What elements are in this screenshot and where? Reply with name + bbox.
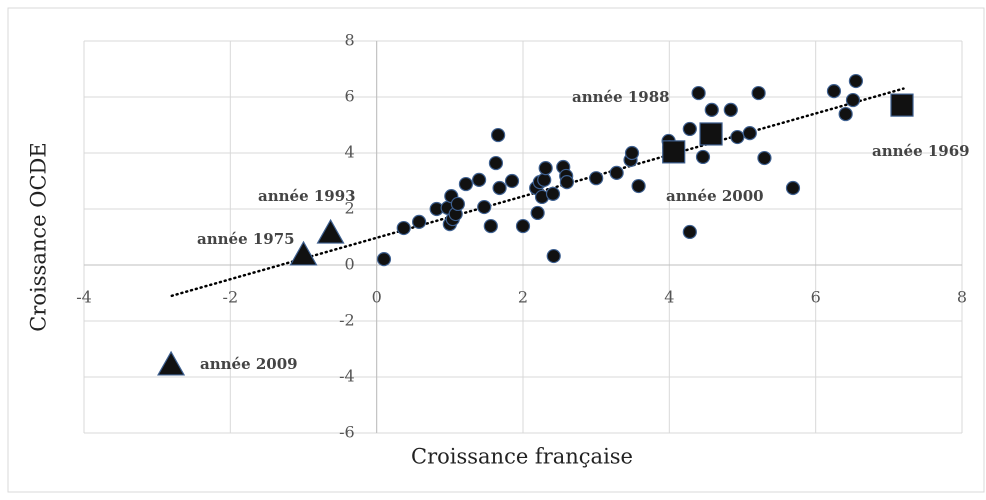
data-point (376, 252, 392, 267)
annotation: année 2000 (666, 187, 764, 205)
x-tick-label: 2 (518, 288, 528, 307)
data-point (412, 214, 427, 229)
y-tick-label: 4 (344, 143, 354, 162)
y-tick-label: -4 (339, 367, 355, 386)
data-point (546, 248, 561, 264)
chart-border (7, 7, 985, 493)
data-point (491, 127, 506, 143)
annotation: année 1993 (258, 187, 356, 205)
data-point (589, 171, 604, 186)
data-point (157, 350, 186, 376)
data-point (757, 150, 772, 166)
y-tick-label: 8 (344, 31, 354, 50)
data-point (826, 84, 842, 99)
x-tick-label: 8 (957, 288, 967, 307)
x-axis-title: Croissance française (411, 445, 633, 469)
y-tick-label: 2 (344, 199, 354, 218)
data-point (785, 180, 801, 196)
data-point (515, 218, 531, 234)
data-point (682, 121, 697, 137)
data-point (890, 93, 914, 117)
annotation: année 1988 (572, 88, 670, 106)
data-point (545, 186, 561, 201)
y-axis-title: Croissance OCDE (27, 142, 51, 331)
data-point (704, 102, 719, 117)
data-point (537, 172, 552, 187)
x-tick-label: 4 (664, 288, 674, 307)
y-tick-label: -6 (339, 423, 355, 442)
data-point (609, 165, 624, 180)
data-point (530, 205, 545, 221)
y-tick-label: 0 (344, 255, 354, 274)
x-tick-label: 6 (811, 288, 821, 307)
data-point (723, 102, 738, 117)
data-point (695, 149, 711, 165)
data-point (504, 173, 520, 189)
data-point (559, 175, 575, 190)
data-point (472, 172, 487, 187)
data-point (316, 218, 345, 244)
data-point (742, 126, 757, 141)
x-tick-label: -4 (76, 288, 92, 307)
x-tick-label: -2 (223, 288, 239, 307)
data-point (458, 176, 474, 192)
data-point (450, 196, 465, 212)
data-point (492, 180, 507, 196)
y-tick-label: 6 (344, 87, 354, 106)
data-point (662, 140, 686, 164)
data-point (477, 199, 492, 215)
data-point (289, 240, 318, 266)
annotation: année 2009 (200, 355, 298, 373)
annotation: année 1975 (197, 230, 295, 248)
data-point (730, 129, 745, 145)
data-point (396, 220, 411, 236)
data-point (488, 155, 504, 171)
data-point (845, 92, 861, 108)
data-point (631, 178, 646, 194)
data-point (483, 218, 498, 234)
data-point (538, 161, 553, 176)
data-point (838, 106, 853, 122)
data-point (848, 73, 864, 89)
data-point (691, 85, 706, 101)
x-tick-label: 0 (372, 288, 382, 307)
data-point (751, 85, 766, 101)
data-point (682, 224, 697, 240)
annotation: année 1969 (872, 142, 970, 160)
y-tick-label: -2 (339, 311, 355, 330)
data-point (624, 145, 640, 161)
data-point (699, 122, 723, 146)
